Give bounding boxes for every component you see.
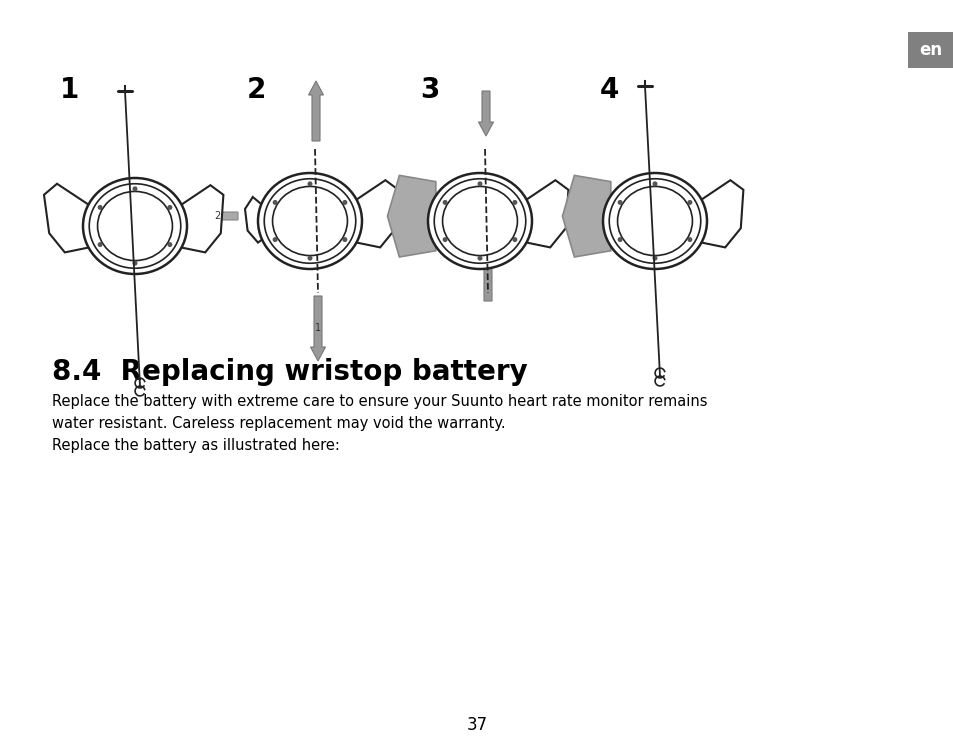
- Text: Replace the battery with extreme care to ensure your Suunto heart rate monitor r: Replace the battery with extreme care to…: [52, 394, 707, 431]
- Circle shape: [477, 181, 482, 186]
- Circle shape: [273, 200, 277, 205]
- Circle shape: [132, 261, 137, 265]
- Ellipse shape: [609, 178, 700, 263]
- Text: 37: 37: [466, 716, 487, 734]
- Circle shape: [652, 181, 657, 186]
- Circle shape: [167, 242, 172, 247]
- Text: 3: 3: [419, 76, 439, 104]
- Circle shape: [512, 200, 517, 205]
- Circle shape: [307, 256, 313, 261]
- Polygon shape: [387, 175, 436, 257]
- Ellipse shape: [428, 173, 532, 269]
- Text: 8.4  Replacing wristop battery: 8.4 Replacing wristop battery: [52, 358, 527, 386]
- Polygon shape: [480, 246, 495, 301]
- Ellipse shape: [617, 187, 692, 256]
- Ellipse shape: [442, 187, 517, 256]
- Polygon shape: [245, 197, 264, 243]
- Circle shape: [307, 181, 313, 186]
- Text: 2: 2: [247, 76, 266, 104]
- Circle shape: [687, 200, 692, 205]
- Ellipse shape: [97, 191, 172, 261]
- Circle shape: [442, 200, 447, 205]
- Circle shape: [132, 186, 137, 191]
- Circle shape: [617, 237, 622, 242]
- Text: 1: 1: [60, 76, 79, 104]
- Circle shape: [477, 256, 482, 261]
- Circle shape: [342, 200, 347, 205]
- Polygon shape: [478, 91, 493, 136]
- Circle shape: [273, 237, 277, 242]
- Polygon shape: [308, 81, 323, 141]
- Polygon shape: [701, 180, 742, 247]
- Polygon shape: [526, 180, 568, 247]
- Circle shape: [617, 200, 622, 205]
- Ellipse shape: [602, 173, 706, 269]
- Text: 1: 1: [314, 323, 321, 333]
- Circle shape: [167, 205, 172, 210]
- Circle shape: [442, 237, 447, 242]
- Ellipse shape: [273, 187, 347, 256]
- Polygon shape: [562, 175, 610, 257]
- Circle shape: [97, 205, 103, 210]
- Ellipse shape: [257, 173, 361, 269]
- Polygon shape: [182, 185, 223, 253]
- Polygon shape: [356, 180, 398, 247]
- Polygon shape: [310, 296, 325, 361]
- Circle shape: [687, 237, 692, 242]
- Text: en: en: [919, 41, 942, 59]
- Polygon shape: [193, 208, 237, 224]
- Text: 2: 2: [214, 211, 221, 221]
- Polygon shape: [44, 184, 88, 253]
- Circle shape: [512, 237, 517, 242]
- FancyBboxPatch shape: [907, 32, 953, 68]
- Ellipse shape: [83, 178, 187, 274]
- Ellipse shape: [90, 184, 180, 268]
- Circle shape: [342, 237, 347, 242]
- Text: Replace the battery as illustrated here:: Replace the battery as illustrated here:: [52, 438, 339, 453]
- Ellipse shape: [264, 178, 355, 263]
- Text: 4: 4: [599, 76, 618, 104]
- Circle shape: [652, 256, 657, 261]
- Ellipse shape: [434, 178, 525, 263]
- Circle shape: [97, 242, 103, 247]
